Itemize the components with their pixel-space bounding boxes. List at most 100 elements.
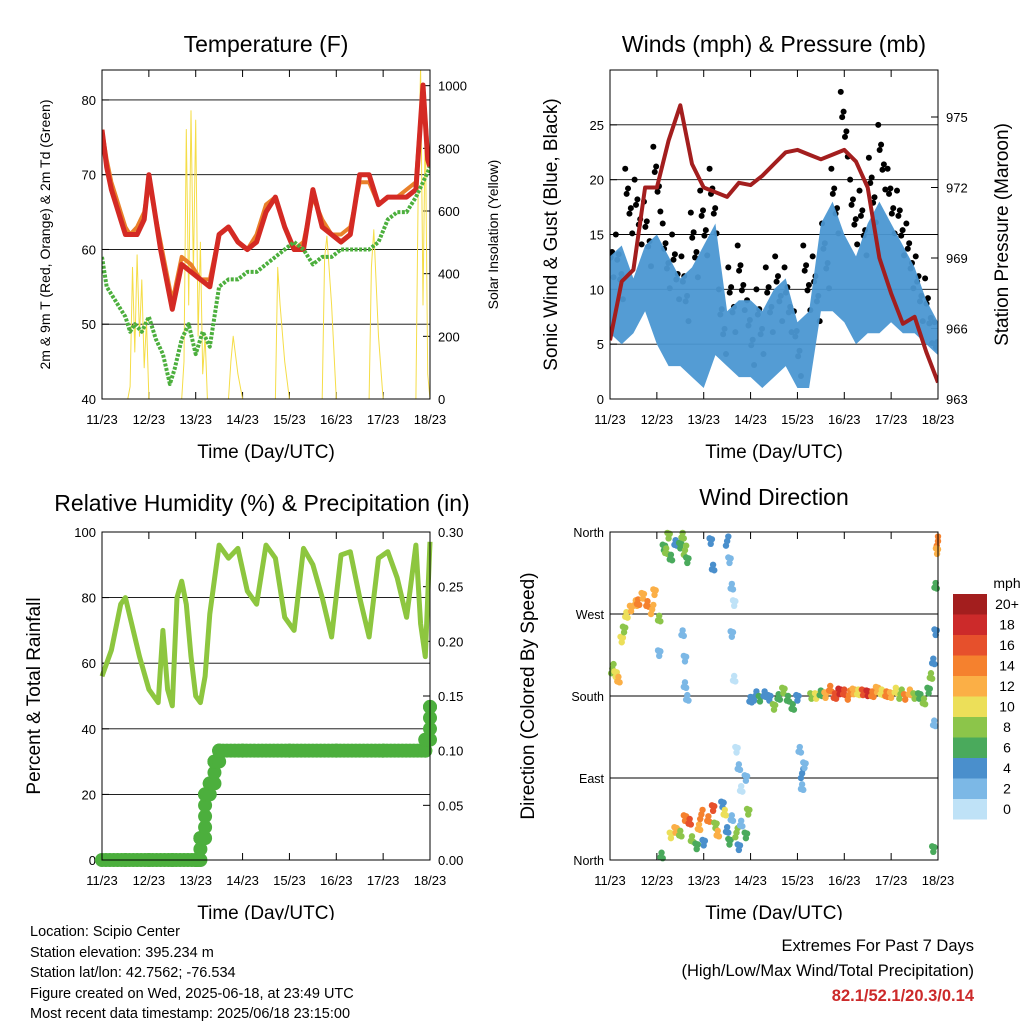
gust-point bbox=[912, 253, 919, 260]
y2-tick-label: 0.20 bbox=[438, 634, 463, 649]
direction-point bbox=[870, 693, 877, 701]
humidity-line bbox=[99, 541, 433, 709]
colorbar-label: 8 bbox=[1003, 719, 1011, 735]
y-tick-label: 5 bbox=[597, 337, 604, 352]
gust-point bbox=[642, 223, 649, 230]
gust-point bbox=[805, 281, 812, 288]
colorbar-swatch bbox=[953, 758, 987, 779]
plot-area bbox=[607, 529, 942, 862]
y-tick-label: 25 bbox=[590, 118, 604, 133]
gust-point bbox=[904, 245, 911, 252]
colorbar-label: 14 bbox=[999, 658, 1015, 674]
colorbar-swatch bbox=[953, 676, 987, 697]
y-tick-label: 80 bbox=[82, 591, 96, 606]
x-tick-label: 13/23 bbox=[687, 412, 720, 427]
series-line-2 bbox=[102, 82, 430, 312]
direction-point bbox=[732, 598, 739, 605]
plot-area bbox=[102, 70, 430, 399]
x-tick-label: 17/23 bbox=[875, 873, 908, 888]
direction-point bbox=[677, 827, 684, 835]
direction-point bbox=[729, 817, 737, 825]
gust-point bbox=[643, 218, 650, 225]
direction-point bbox=[725, 829, 732, 836]
direction-point bbox=[711, 803, 718, 810]
direction-point bbox=[682, 653, 690, 661]
direction-point bbox=[709, 561, 717, 568]
station-info: Location: Scipio Center Station elevatio… bbox=[30, 922, 354, 1025]
direction-point bbox=[767, 692, 774, 700]
gust-point bbox=[669, 231, 676, 238]
created-text: Figure created on Wed, 2025-06-18, at 23… bbox=[30, 985, 354, 1002]
direction-point bbox=[798, 781, 806, 788]
direction-point bbox=[685, 555, 692, 562]
direction-point bbox=[739, 788, 746, 795]
chart-panel-1: Temperature (F) Time (Day/UTC) 2m & 9m T (… bbox=[37, 31, 501, 463]
y-tick-label: 0 bbox=[89, 853, 96, 868]
y-tick-label: 70 bbox=[82, 168, 96, 183]
colorbar-label: 16 bbox=[999, 637, 1015, 653]
y-tick-label: 60 bbox=[82, 656, 96, 671]
direction-point bbox=[892, 684, 900, 691]
gust-point bbox=[800, 242, 807, 249]
chart-title: Wind Direction bbox=[699, 484, 849, 510]
direction-point bbox=[743, 830, 751, 837]
direction-point bbox=[725, 533, 732, 540]
gust-point bbox=[867, 179, 874, 186]
y-tick-label: 10 bbox=[590, 282, 604, 297]
precip-point bbox=[207, 776, 222, 791]
direction-point bbox=[928, 675, 936, 682]
chart-panel-3: Relative Humidity (%) & Precipitation (i… bbox=[24, 490, 470, 920]
x-tick-label: 16/23 bbox=[828, 873, 861, 888]
gust-point bbox=[803, 262, 810, 269]
direction-point bbox=[650, 601, 657, 609]
gust-point bbox=[839, 114, 846, 121]
gust-point bbox=[896, 207, 903, 214]
x-tick-label: 13/23 bbox=[687, 873, 720, 888]
gust-point bbox=[712, 205, 719, 212]
chart-panel-2: Winds (mph) & Pressure (mb) Time (Day/UTC… bbox=[541, 31, 1013, 463]
x-tick-label: 18/23 bbox=[922, 873, 955, 888]
chart-panel-4: Wind Direction Time (Day/UTC) Direction (C… bbox=[518, 484, 954, 920]
colorbar-swatch bbox=[953, 635, 987, 656]
direction-point bbox=[771, 701, 779, 709]
direction-point bbox=[657, 618, 664, 625]
x-axis-label: Time (Day/UTC) bbox=[705, 903, 843, 920]
plot-border bbox=[101, 69, 431, 400]
y2-tick-label: 966 bbox=[946, 322, 968, 337]
direction-point bbox=[624, 614, 631, 621]
colorbar-swatch bbox=[953, 799, 987, 820]
y2-tick-label: 0 bbox=[438, 392, 445, 407]
x-tick-label: 18/23 bbox=[414, 412, 447, 427]
gust-point bbox=[831, 185, 838, 192]
gust-point bbox=[700, 207, 707, 214]
x-tick-label: 13/23 bbox=[179, 873, 212, 888]
gust-point bbox=[804, 287, 811, 294]
plot-border bbox=[609, 69, 939, 400]
x-tick-label: 14/23 bbox=[226, 412, 259, 427]
precip-point bbox=[198, 798, 213, 813]
gust-point bbox=[851, 221, 858, 228]
precip-point bbox=[198, 831, 213, 846]
gust-point bbox=[625, 185, 632, 192]
precip-point bbox=[202, 787, 217, 802]
direction-point bbox=[727, 555, 734, 562]
x-tick-label: 13/23 bbox=[179, 412, 212, 427]
x-tick-label: 17/23 bbox=[875, 412, 908, 427]
gust-point bbox=[765, 284, 772, 291]
direction-point bbox=[678, 833, 685, 840]
direction-point bbox=[705, 813, 712, 820]
gust-point bbox=[629, 230, 636, 237]
gust-point bbox=[922, 275, 929, 282]
x-tick-label: 12/23 bbox=[641, 873, 674, 888]
direction-point bbox=[681, 679, 689, 686]
y2-tick-label: 969 bbox=[946, 251, 968, 266]
precip-point bbox=[418, 743, 433, 758]
gust-point bbox=[670, 256, 677, 263]
y-tick-label: 80 bbox=[82, 93, 96, 108]
direction-point bbox=[931, 717, 938, 724]
x-tick-label: 15/23 bbox=[273, 873, 306, 888]
direction-point bbox=[644, 598, 651, 605]
gust-point bbox=[843, 128, 850, 135]
y-tick-label: North bbox=[573, 854, 604, 868]
x-tick-label: 12/23 bbox=[133, 873, 166, 888]
